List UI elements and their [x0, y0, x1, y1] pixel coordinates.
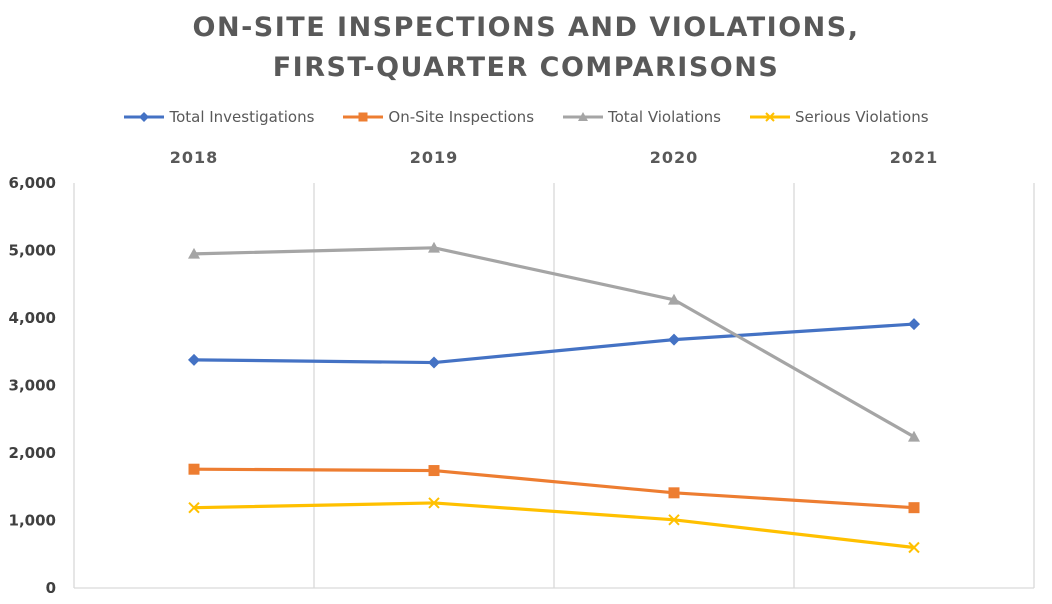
data-point: [428, 497, 440, 509]
data-point: [428, 465, 440, 477]
chart-title-line-2: FIRST-QUARTER COMPARISONS: [272, 52, 780, 83]
legend-label: Total Investigations: [169, 108, 315, 126]
data-point: [668, 487, 680, 499]
series-line: [193, 246, 915, 439]
legend-label: On-Site Inspections: [388, 108, 535, 126]
series-line: [193, 322, 915, 365]
data-point: [908, 318, 920, 331]
legend-swatch: [343, 112, 384, 122]
data-point: [188, 463, 200, 475]
data-point: [668, 293, 680, 305]
legend-item: Total Violations: [562, 108, 721, 126]
y-tick-label: 4,000: [9, 309, 56, 327]
legend-marker: [358, 112, 368, 122]
data-point: [908, 430, 920, 442]
x-category-label: 2021: [890, 148, 939, 167]
legend-marker: [578, 112, 589, 121]
data-point: [188, 353, 200, 366]
data-point: [428, 356, 440, 369]
series-line: [193, 501, 915, 550]
legend-item: Serious Violations: [749, 108, 929, 126]
legend-swatch: [750, 112, 790, 122]
x-category-label: 2018: [170, 148, 219, 167]
series-serious-violations: [188, 497, 920, 554]
data-point: [668, 514, 680, 526]
y-tick-label: 0: [46, 579, 56, 597]
series-total-investigations: [188, 318, 920, 369]
legend-item: Total Investigations: [123, 108, 314, 126]
series-on-site-inspections: [188, 463, 920, 514]
legend-swatch: [124, 112, 165, 122]
data-point: [428, 241, 440, 253]
legend-marker: [765, 112, 775, 122]
chart-title-line-1: ON-SITE INSPECTIONS AND VIOLATIONS,: [192, 12, 860, 43]
legend-label: Total Violations: [608, 108, 721, 126]
legend-label: Serious Violations: [795, 108, 929, 126]
data-point: [668, 333, 680, 346]
x-category-label: 2019: [410, 148, 459, 167]
y-tick-label: 5,000: [9, 242, 56, 260]
y-tick-label: 2,000: [9, 444, 56, 462]
y-tick-label: 6,000: [9, 174, 56, 192]
y-tick-label: 1,000: [9, 512, 56, 530]
data-point: [908, 541, 920, 554]
data-point: [188, 501, 200, 514]
data-point: [188, 247, 200, 259]
series-total-violations: [188, 241, 920, 442]
y-tick-label: 3,000: [9, 377, 56, 395]
x-category-label: 2020: [650, 148, 699, 167]
legend-item: On-Site Inspections: [342, 108, 534, 126]
legend: Total Investigations On-Site Inspections T…: [0, 104, 1052, 130]
legend-swatch: [563, 112, 604, 121]
series-line: [193, 467, 915, 510]
data-point: [908, 502, 920, 514]
legend-marker: [139, 112, 150, 122]
chart-title: ON-SITE INSPECTIONS AND VIOLATIONS, FIRS…: [0, 8, 1052, 88]
